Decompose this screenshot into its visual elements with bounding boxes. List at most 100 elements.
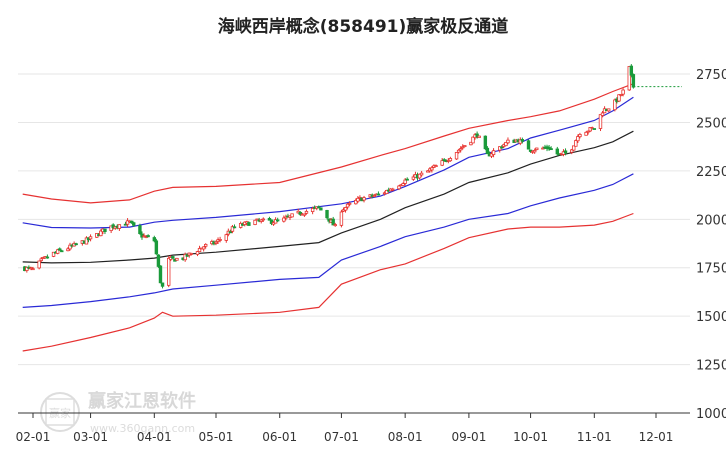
candle-up — [403, 179, 407, 184]
candle-up — [197, 248, 202, 253]
candle-up — [430, 167, 434, 171]
candle-up — [310, 208, 315, 213]
candle-up — [535, 147, 539, 151]
candle-up — [37, 260, 41, 269]
y-tick-label: 2500 — [696, 116, 726, 131]
candle-up — [55, 249, 60, 254]
candle-down — [405, 178, 409, 181]
outer-upper-band-line — [22, 83, 634, 204]
candle-down — [483, 135, 488, 150]
axes: 1000 1250 1500 1750 2000 2250 2500 2750 02-01 03-… — [16, 68, 726, 444]
candle-up — [175, 257, 179, 261]
candle-up — [117, 224, 122, 229]
candle-down — [146, 235, 150, 238]
candle-down — [232, 226, 237, 229]
candle-up — [261, 218, 265, 221]
candle-up — [345, 203, 350, 208]
channel-lines — [22, 83, 634, 352]
candle-up — [354, 199, 358, 205]
candlesticks — [23, 64, 636, 289]
y-tick-label: 1750 — [696, 262, 726, 277]
x-tick-label: 10-01 — [513, 430, 548, 444]
inner-lower-band-line — [22, 173, 634, 308]
candle-down — [325, 210, 329, 219]
candle-up — [607, 108, 611, 112]
candle-down — [129, 220, 134, 224]
y-tick-label: 1250 — [696, 359, 726, 374]
candle-down — [317, 206, 321, 209]
candle-up — [273, 219, 278, 224]
candle-up — [304, 210, 309, 214]
candle-up — [532, 150, 537, 153]
candle-up — [282, 217, 286, 222]
candle-down — [132, 222, 136, 226]
x-tick-label: 06-01 — [262, 430, 297, 444]
candle-up — [621, 89, 625, 95]
candle-up — [333, 224, 337, 227]
x-tick-label: 11-01 — [577, 430, 612, 444]
candle-down — [58, 248, 62, 251]
candle-up — [384, 189, 389, 194]
candle-up — [576, 136, 580, 142]
watermark-brand: 赢家江恩软件 — [88, 390, 196, 412]
candle-up — [578, 134, 582, 138]
candle-up — [397, 185, 401, 190]
candle-down — [111, 224, 115, 229]
candle-up — [627, 66, 631, 91]
candle-up — [461, 146, 465, 149]
candle-down — [563, 150, 568, 154]
candle-up — [201, 246, 206, 250]
candle-up — [586, 130, 590, 133]
candle-up — [417, 173, 422, 179]
candle-up — [584, 131, 588, 136]
candle-up — [619, 94, 623, 96]
candle-up — [88, 236, 93, 240]
candle-down — [520, 139, 525, 142]
outer-lower-band-line — [22, 212, 634, 352]
x-tick-label: 02-01 — [16, 430, 51, 444]
candle-up — [372, 195, 377, 197]
candle-down — [156, 254, 161, 267]
candle-up — [572, 145, 576, 151]
candle-up — [39, 258, 43, 261]
candle-down — [442, 159, 446, 162]
candle-up — [411, 176, 416, 180]
candle-up — [426, 170, 430, 173]
candle-down — [123, 223, 128, 226]
candle-down — [528, 149, 533, 152]
candle-up — [284, 216, 288, 219]
candle-up — [125, 220, 130, 225]
candle-down — [592, 128, 597, 130]
y-tick-label: 2250 — [696, 165, 726, 180]
candle-up — [66, 248, 70, 252]
candle-down — [475, 133, 479, 137]
candle-up — [25, 266, 29, 271]
inner-upper-band-line — [22, 96, 634, 229]
candle-up — [598, 114, 603, 129]
candle-down — [171, 256, 175, 259]
candle-up — [224, 234, 228, 241]
candle-down — [275, 219, 280, 222]
candle-up — [448, 158, 453, 162]
candle-down — [500, 146, 504, 149]
candle-down — [549, 148, 553, 151]
candle-down — [267, 218, 272, 221]
candle-up — [463, 145, 467, 147]
candle-up — [356, 197, 360, 202]
candle-down — [631, 74, 636, 88]
candle-down — [228, 231, 233, 234]
candle-up — [343, 207, 348, 211]
candle-down — [152, 237, 157, 242]
candle-up — [218, 239, 222, 241]
y-tick-label: 2750 — [696, 68, 726, 83]
candle-down — [298, 211, 302, 215]
candle-down — [376, 193, 381, 196]
candle-up — [456, 149, 461, 153]
x-tick-label: 12-01 — [639, 430, 674, 444]
watermark: 赢家 赢家江恩软件 www.360gann.com — [40, 390, 196, 435]
candle-down — [319, 207, 323, 211]
candle-up — [434, 165, 438, 167]
candle-up — [29, 267, 33, 270]
candle-up — [347, 202, 352, 205]
